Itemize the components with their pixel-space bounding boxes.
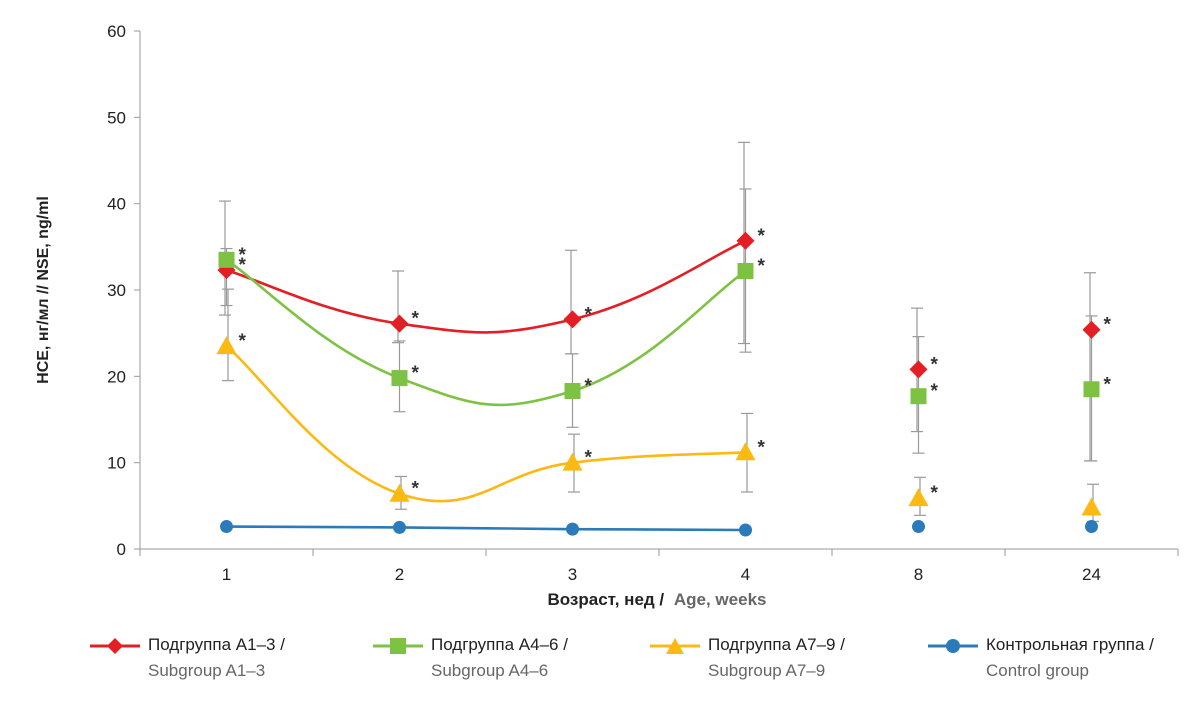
series-line <box>226 239 747 334</box>
diamond-point <box>1082 320 1101 339</box>
legend-label-ru: Контрольная группа / <box>986 635 1154 654</box>
significance-star: * <box>758 226 766 247</box>
y-tick-label: 30 <box>107 281 126 300</box>
series-line <box>225 345 746 503</box>
data-markers <box>216 231 1102 537</box>
legend-key-a1-3 <box>90 638 140 654</box>
triangle-point <box>1081 497 1102 516</box>
significance-markers: ** ********* **** ** <box>239 226 1112 504</box>
legend-key-a7-9 <box>650 638 700 654</box>
significance-star: * <box>412 479 420 500</box>
circle-marker-icon <box>946 639 960 653</box>
significance-star: * <box>239 245 247 266</box>
significance-star: * <box>412 309 420 330</box>
diamond-point <box>390 314 409 333</box>
legend-label-ru: Подгруппа А7–9 / <box>708 635 845 654</box>
diamond-point <box>909 360 928 379</box>
significance-star: * <box>758 437 766 458</box>
significance-star: * <box>1104 374 1112 395</box>
y-tick-label: 60 <box>107 22 126 41</box>
x-tick-label: 24 <box>1082 565 1101 584</box>
y-tick-label: 20 <box>107 367 126 386</box>
triangle-point <box>735 442 756 461</box>
circle-point <box>739 523 752 537</box>
legend: Подгруппа А1–3 / Subgroup A1–3 Подгруппа… <box>90 632 1190 692</box>
legend-label-ru: Подгруппа А1–3 / <box>148 635 285 654</box>
series-line <box>226 525 746 532</box>
significance-star: * <box>239 255 247 276</box>
diamond-point <box>736 231 755 250</box>
series-line <box>225 258 747 407</box>
significance-star: * <box>585 448 593 469</box>
circle-point <box>220 520 233 534</box>
legend-label-en: Subgroup A4–6 <box>431 661 549 680</box>
legend-key-a4-6 <box>373 638 423 654</box>
significance-star: * <box>585 304 593 325</box>
significance-star: * <box>931 483 939 504</box>
x-tick-label: 4 <box>741 565 750 584</box>
x-tick-label: 8 <box>914 565 923 584</box>
significance-star: * <box>931 381 939 402</box>
error-bars <box>219 141 1099 522</box>
square-point <box>564 383 581 400</box>
triangle-marker-icon <box>666 638 684 654</box>
y-tick-label: 10 <box>107 454 126 473</box>
circle-point <box>566 522 579 536</box>
legend-label-en: Control group <box>986 661 1090 680</box>
x-tick-label: 2 <box>395 565 404 584</box>
triangle-point <box>216 336 237 355</box>
circle-point <box>1085 520 1098 534</box>
y-tick-label: 40 <box>107 195 126 214</box>
x-tick-label: 1 <box>222 565 231 584</box>
square-point <box>910 388 927 405</box>
significance-star: * <box>585 376 593 397</box>
axes: 0 10 20 30 40 50 60 1 2 3 4 8 24 <box>107 22 1179 584</box>
y-tick-label: 50 <box>107 108 126 127</box>
legend-label-ru: Подгруппа А4–6 / <box>431 635 568 654</box>
x-axis-label-ru: Возраст, нед / <box>548 590 665 609</box>
square-point <box>391 370 408 387</box>
circle-point <box>912 520 925 534</box>
circle-point <box>393 520 406 534</box>
triangle-point <box>389 483 410 502</box>
significance-star: * <box>931 354 939 375</box>
x-tick-label: 3 <box>568 565 577 584</box>
square-point <box>737 263 754 280</box>
square-point <box>1083 381 1100 398</box>
legend-label-en: Subgroup A7–9 <box>708 661 826 680</box>
legend-key-control <box>928 639 978 653</box>
significance-star: * <box>239 331 247 352</box>
triangle-point <box>562 452 583 471</box>
x-axis-label: Возраст, нед / Age, weeks <box>548 590 767 609</box>
triangle-point <box>908 488 929 507</box>
series-lines <box>225 239 747 532</box>
significance-star: * <box>412 363 420 384</box>
diamond-point <box>563 310 582 329</box>
significance-star: * <box>1104 315 1112 336</box>
square-point <box>218 251 235 268</box>
significance-star: * <box>758 256 766 277</box>
legend-label-en: Subgroup A1–3 <box>148 661 266 680</box>
y-tick-label: 0 <box>117 540 126 559</box>
square-marker-icon <box>390 638 406 654</box>
x-axis-label-en: Age, weeks <box>674 590 767 609</box>
diamond-marker-icon <box>107 638 123 654</box>
y-axis-label: НСЕ, нг/мл // NSE, ng/ml <box>35 196 52 384</box>
